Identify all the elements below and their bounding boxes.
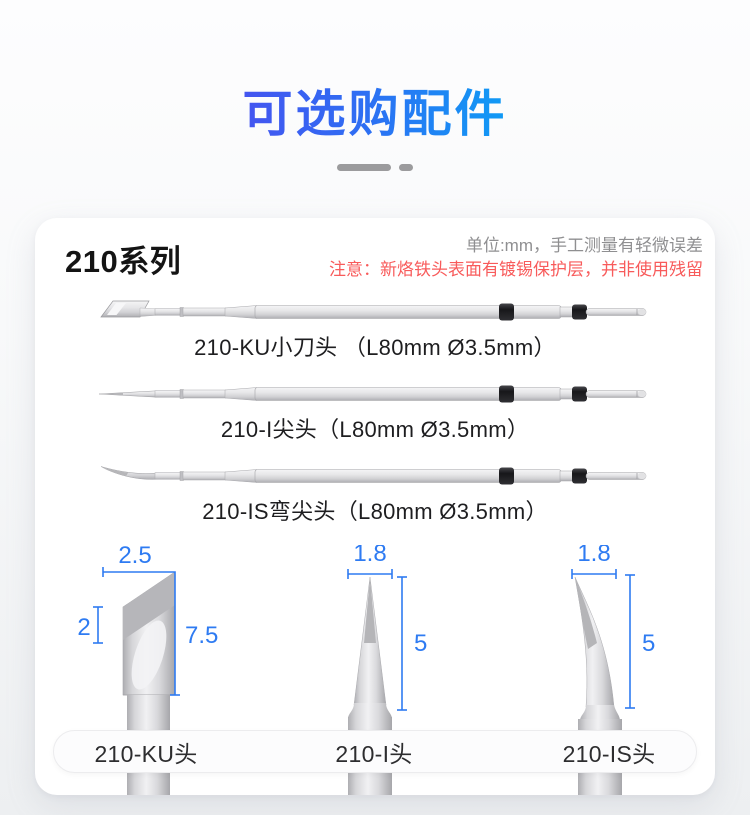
- product-card: 210系列 单位:mm，手工测量有轻微误差 注意：新烙铁头表面有镀锡保护层，并非…: [35, 218, 715, 795]
- tip-list: 210-KU小刀头 （L80mm Ø3.5mm） 210-I尖头（L80mm Ø…: [35, 296, 715, 526]
- series-title: 210系列: [65, 244, 182, 279]
- dim-top: 2.5: [118, 545, 151, 569]
- tip-name-210-i: 210-I头: [335, 740, 413, 767]
- tip-label: 210-I尖头（L80mm Ø3.5mm）: [220, 416, 530, 442]
- dimension-lines: [347, 569, 407, 711]
- tip-dimension-diagrams: 2.5 2 7.5 1.8 5: [35, 545, 715, 795]
- dimension-lines: [571, 569, 635, 709]
- warning-note: 注意：新烙铁头表面有镀锡保护层，并非使用残留: [329, 259, 703, 279]
- dim-left: 2: [77, 614, 90, 641]
- tip-210-ku-image: [100, 300, 647, 321]
- tip-name-210-ku: 210-KU头: [94, 740, 198, 767]
- notes: 单位:mm，手工测量有轻微误差 注意：新烙铁头表面有镀锡保护层，并非使用残留: [329, 232, 703, 282]
- underline-dash-short: [399, 163, 413, 171]
- unit-note: 单位:mm，手工测量有轻微误差: [465, 236, 703, 255]
- tip-row-210-ku: 210-KU小刀头 （L80mm Ø3.5mm）: [35, 296, 715, 362]
- underline-dash-long: [337, 163, 391, 171]
- tip-row-210-i: 210-I尖头（L80mm Ø3.5mm）: [35, 378, 715, 444]
- dimension-lines: [93, 567, 180, 696]
- dim-right: 5: [642, 630, 655, 657]
- title-underline-decoration: [0, 163, 750, 171]
- page-title: 可选购配件: [242, 86, 508, 142]
- dim-top: 1.8: [577, 545, 610, 567]
- dim-top: 1.8: [353, 545, 386, 567]
- tip-210-i-image: [98, 384, 647, 403]
- tip-name-bar: 210-KU头 210-I头 210-IS头: [53, 730, 697, 773]
- tip-label: 210-IS弯尖头（L80mm Ø3.5mm）: [202, 498, 548, 524]
- tip-name-210-is: 210-IS头: [562, 740, 656, 767]
- dim-right: 5: [414, 630, 427, 657]
- tip-210-is-image: [100, 465, 647, 485]
- diagram-210-ku: 2.5 2 7.5: [77, 545, 218, 795]
- dim-right: 7.5: [185, 622, 218, 649]
- page-header: 可选购配件: [0, 0, 750, 171]
- tip-label: 210-KU小刀头 （L80mm Ø3.5mm）: [194, 334, 556, 360]
- tip-row-210-is: 210-IS弯尖头（L80mm Ø3.5mm）: [35, 460, 715, 526]
- card-header: 210系列 单位:mm，手工测量有轻微误差 注意：新烙铁头表面有镀锡保护层，并非…: [35, 218, 715, 282]
